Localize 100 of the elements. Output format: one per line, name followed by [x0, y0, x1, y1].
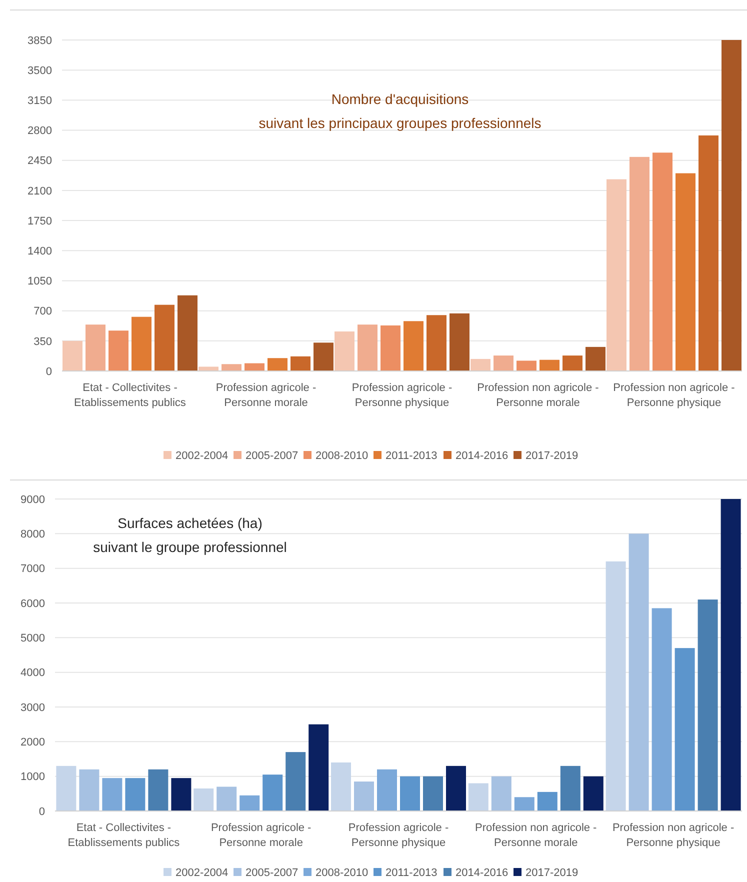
y-tick-label: 4000	[20, 667, 45, 680]
y-tick-label: 3500	[28, 64, 52, 77]
legend-label: 2002-2004	[176, 450, 228, 462]
bar	[698, 135, 718, 371]
bar	[268, 358, 288, 371]
bar	[108, 330, 128, 371]
bar	[516, 360, 536, 371]
legend-label: 2008-2010	[316, 450, 368, 462]
bar	[286, 752, 306, 811]
x-tick-label: Etat - Collectivites - Etablissements publics	[68, 822, 180, 849]
y-tick-label: 3150	[28, 95, 52, 108]
bar	[132, 316, 152, 371]
y-tick-label: 2800	[28, 125, 52, 138]
bar	[540, 360, 560, 371]
bar	[331, 762, 351, 811]
bar	[674, 648, 695, 811]
y-tick-label: 350	[34, 336, 52, 348]
legend-label: 2002-2004	[176, 867, 228, 879]
y-tick-label: 700	[34, 306, 52, 318]
bar	[491, 776, 512, 811]
legend-label: 2017-2019	[526, 450, 578, 462]
y-tick-label: 1050	[28, 276, 52, 288]
x-tick-label: Profession agricole - Personne physique	[348, 822, 449, 849]
bar	[450, 313, 470, 371]
legend-label: 2005-2007	[246, 450, 298, 462]
bar	[314, 342, 334, 371]
bar	[244, 363, 264, 371]
bar	[86, 324, 106, 371]
bar	[102, 778, 122, 811]
bar	[446, 766, 466, 811]
bar	[400, 776, 420, 811]
y-tick-label: 1750	[28, 215, 52, 228]
bar	[423, 776, 443, 811]
y-tick-label: 7000	[20, 563, 45, 576]
bar	[56, 766, 76, 811]
legend-label: 2005-2007	[246, 867, 298, 879]
legend-label: 2008-2010	[316, 867, 368, 879]
bar	[354, 782, 374, 811]
bar	[560, 766, 580, 811]
bar	[154, 304, 174, 371]
bar	[178, 295, 198, 371]
bar	[606, 179, 626, 371]
y-tick-label: 1000	[20, 771, 45, 784]
x-tick-label: Profession agricole - Personne morale	[216, 382, 316, 409]
bar	[722, 40, 742, 371]
legend-label: 2014-2016	[456, 867, 508, 879]
bar	[630, 156, 650, 371]
y-tick-label: 2450	[28, 155, 52, 168]
bar	[426, 315, 446, 371]
x-tick-label: Profession non agricole - Personne physique	[612, 822, 734, 849]
text: Nombre d'acquisitions suivant les principaux groupes professionnels	[258, 91, 542, 131]
bar	[468, 783, 488, 811]
bar	[216, 786, 237, 811]
x-tick-label: Etat - Collectivites - Etablissements publics	[74, 382, 186, 409]
y-tick-label: 9000	[20, 494, 45, 506]
bar	[308, 724, 329, 811]
bar	[358, 324, 378, 371]
bar	[583, 776, 604, 811]
x-tick-label: Profession non agricole - Personne morale	[475, 822, 598, 849]
bar	[698, 600, 718, 811]
bar	[628, 534, 649, 811]
bar	[494, 356, 514, 371]
bar	[586, 346, 606, 371]
bar	[606, 561, 626, 811]
bar	[676, 173, 696, 371]
y-tick-label: 2100	[28, 185, 52, 198]
bar	[334, 331, 354, 371]
legend-label: 2014-2016	[456, 450, 508, 462]
bar	[262, 774, 283, 811]
x-tick-label: Profession non agricole - Personne morale	[477, 382, 600, 409]
y-tick-label: 5000	[20, 632, 45, 645]
bar	[652, 608, 672, 811]
bar	[380, 325, 400, 371]
bar	[720, 499, 741, 811]
bar	[652, 152, 672, 371]
y-tick-label: 3000	[20, 702, 45, 714]
bar	[125, 778, 146, 811]
x-tick-label: Profession agricole - Personne physique	[352, 382, 452, 409]
bar	[79, 769, 100, 811]
bar	[470, 358, 490, 371]
bar	[148, 769, 168, 811]
bar	[222, 364, 242, 371]
bar	[562, 356, 582, 371]
bar	[62, 340, 82, 371]
bar	[290, 356, 310, 371]
legend-label: 2011-2013	[386, 867, 438, 879]
x-tick-label: Profession agricole - Personne morale	[210, 822, 312, 849]
y-tick-label: 0	[46, 366, 52, 378]
bar	[198, 366, 218, 371]
y-tick-label: 8000	[20, 528, 45, 541]
y-tick-label: 2000	[20, 736, 45, 749]
bar	[404, 321, 424, 371]
y-tick-label: 1400	[28, 245, 52, 258]
legend-label: 2011-2013	[386, 450, 438, 462]
bar	[240, 795, 260, 811]
x-tick-label: Profession non agricole - Personne physique	[613, 382, 736, 409]
bar	[194, 788, 214, 811]
bar	[171, 778, 192, 811]
y-tick-label: 6000	[20, 598, 45, 610]
bar	[377, 769, 397, 811]
